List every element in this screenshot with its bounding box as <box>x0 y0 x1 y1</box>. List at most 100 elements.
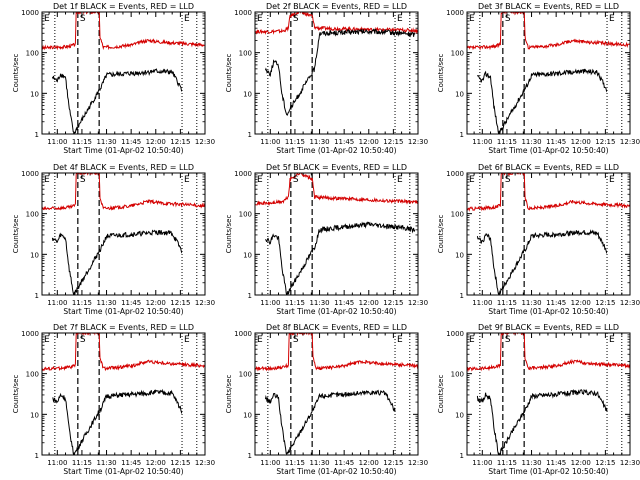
event-marker-s: S <box>505 335 511 345</box>
x-tick-label: 12:15 <box>170 459 190 467</box>
events-series-line <box>51 68 183 134</box>
events-series-line <box>51 229 183 295</box>
lld-series-line <box>42 12 205 51</box>
x-tick-label: 11:15 <box>72 138 92 146</box>
y-tick-label: 10 <box>243 251 252 259</box>
x-tick-label: 11:45 <box>121 138 141 146</box>
plot-frame <box>466 11 631 135</box>
lld-series-line <box>42 333 205 372</box>
plot-area <box>467 173 630 295</box>
event-marker-e: E <box>257 335 263 345</box>
y-tick-label: 100 <box>239 211 252 219</box>
event-marker-e: E <box>469 175 475 185</box>
plot-area <box>467 12 630 134</box>
x-axis-label: Start Time (01-Apr-02 10:50:40) <box>63 467 183 476</box>
x-tick-label: 12:30 <box>195 138 215 146</box>
lld-series-line <box>467 173 630 212</box>
x-tick-label: 11:45 <box>121 459 141 467</box>
y-tick-label: 1 <box>460 292 464 300</box>
event-marker-s: S <box>293 335 299 345</box>
panel-title: Det 5f BLACK = Events, RED = LLD <box>266 163 407 172</box>
x-tick-label: 12:00 <box>146 138 166 146</box>
y-tick-label: 1000 <box>21 330 39 338</box>
y-tick-label: 1 <box>248 292 252 300</box>
y-axis-label: Counts/sec <box>437 54 445 93</box>
y-tick-label: 10 <box>243 90 252 98</box>
plot-area <box>255 12 418 134</box>
detector-panel-9: Det 9f BLACK = Events, RED = LLD 1 10 100 10… <box>437 323 640 476</box>
x-tick-label: 12:30 <box>408 459 428 467</box>
x-tick-label: 12:00 <box>571 299 591 307</box>
y-tick-label: 10 <box>30 411 39 419</box>
y-tick-label: 1000 <box>234 170 252 178</box>
detector-panel-6: Det 6f BLACK = Events, RED = LLD 1 10 100 10… <box>437 163 640 316</box>
event-marker-e: E <box>184 14 190 24</box>
plot-frame <box>41 172 206 296</box>
x-tick-label: 11:15 <box>497 299 517 307</box>
lld-series-line <box>255 12 418 35</box>
x-tick-label: 11:30 <box>96 459 116 467</box>
x-tick-label: 11:45 <box>334 138 354 146</box>
event-marker-s: S <box>293 14 299 24</box>
event-marker-s: S <box>505 14 511 24</box>
x-tick-label: 12:30 <box>620 299 640 307</box>
lld-series-line <box>467 12 630 51</box>
event-marker-e: E <box>609 175 615 185</box>
y-tick-label: 100 <box>26 371 39 379</box>
plot-frame <box>254 172 419 296</box>
x-tick-label: 11:00 <box>472 138 492 146</box>
x-tick-label: 12:15 <box>383 138 403 146</box>
x-tick-label: 11:15 <box>285 299 305 307</box>
x-tick-label: 12:00 <box>146 459 166 467</box>
x-tick-label: 12:15 <box>383 299 403 307</box>
y-tick-label: 1 <box>35 292 39 300</box>
x-tick-label: 11:00 <box>47 459 67 467</box>
event-marker-e: E <box>397 335 403 345</box>
y-tick-label: 100 <box>239 371 252 379</box>
x-axis-label: Start Time (01-Apr-02 10:50:40) <box>488 146 608 155</box>
plot-area <box>255 173 418 295</box>
x-tick-label: 11:30 <box>309 459 329 467</box>
panel-title: Det 7f BLACK = Events, RED = LLD <box>53 323 194 332</box>
events-series-line <box>264 28 416 116</box>
event-marker-e: E <box>44 335 50 345</box>
x-tick-label: 11:00 <box>260 138 280 146</box>
plot-area <box>255 333 418 455</box>
x-tick-label: 11:00 <box>472 459 492 467</box>
x-tick-label: 12:15 <box>170 138 190 146</box>
x-axis-label: Start Time (01-Apr-02 10:50:40) <box>276 146 396 155</box>
event-marker-s: S <box>80 335 86 345</box>
lld-series-line <box>255 333 418 372</box>
y-tick-label: 10 <box>455 90 464 98</box>
y-tick-label: 10 <box>30 90 39 98</box>
y-axis-label: Counts/sec <box>225 215 233 254</box>
event-marker-s: S <box>293 175 299 185</box>
y-tick-label: 1 <box>248 131 252 139</box>
x-tick-label: 12:30 <box>195 299 215 307</box>
x-tick-label: 12:00 <box>359 299 379 307</box>
events-series-line <box>264 389 396 455</box>
y-tick-label: 1000 <box>21 9 39 17</box>
x-tick-label: 12:15 <box>383 459 403 467</box>
x-tick-label: 12:30 <box>620 138 640 146</box>
plot-area <box>42 173 205 295</box>
x-tick-label: 11:45 <box>546 138 566 146</box>
x-tick-label: 12:00 <box>146 299 166 307</box>
plot-frame <box>41 11 206 135</box>
x-tick-label: 11:30 <box>521 299 541 307</box>
event-marker-s: S <box>80 14 86 24</box>
plot-area <box>42 12 205 134</box>
y-axis-label: Counts/sec <box>225 54 233 93</box>
x-tick-label: 12:15 <box>595 459 615 467</box>
events-series-line <box>476 68 608 134</box>
panel-title: Det 2f BLACK = Events, RED = LLD <box>266 2 407 11</box>
event-marker-e: E <box>44 14 50 24</box>
x-tick-label: 11:45 <box>334 299 354 307</box>
detector-panel-2: Det 2f BLACK = Events, RED = LLD 1 10 100 10… <box>225 2 428 155</box>
x-tick-label: 11:15 <box>285 138 305 146</box>
y-tick-label: 10 <box>30 251 39 259</box>
events-series-line <box>476 229 608 295</box>
x-tick-label: 11:00 <box>472 299 492 307</box>
event-marker-e: E <box>184 175 190 185</box>
